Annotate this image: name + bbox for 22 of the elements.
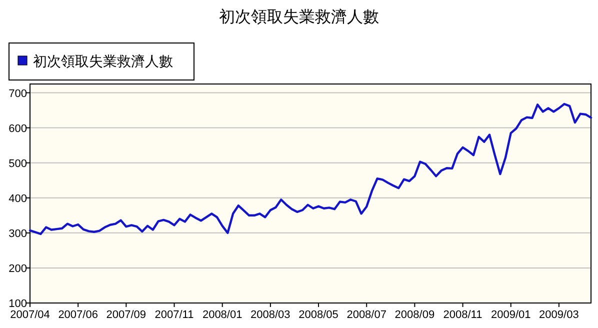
x-tick-label: 2008/01 xyxy=(202,309,242,321)
x-tick-label: 2008/03 xyxy=(250,309,290,321)
x-tick-label: 2007/11 xyxy=(154,309,194,321)
x-tick-label: 2008/11 xyxy=(443,309,482,321)
line-series xyxy=(28,102,592,236)
x-tick-label: 2008/07 xyxy=(346,309,386,321)
y-tick-label: 600 xyxy=(8,122,27,135)
y-tick-label: 100 xyxy=(8,298,27,310)
y-tick-label: 500 xyxy=(8,158,27,170)
y-tick-label: 200 xyxy=(8,262,27,275)
x-tick-label: 2009/03 xyxy=(539,309,579,321)
y-tick-label: 700 xyxy=(8,88,27,100)
legend-label: 初次領取失業救濟人數 xyxy=(33,53,173,69)
y-tick-label: 400 xyxy=(8,192,27,205)
chart-title: 初次領取失業救濟人數 xyxy=(219,7,379,26)
x-tick-label: 2008/05 xyxy=(298,309,338,321)
y-tick-label: 300 xyxy=(8,228,27,240)
x-tick-label: 2007/04 xyxy=(10,309,50,321)
x-tick-label: 2007/09 xyxy=(106,309,146,321)
x-tick-label: 2009/01 xyxy=(490,309,531,321)
x-tick-label: 2008/09 xyxy=(394,309,435,321)
x-tick-label: 2007/06 xyxy=(58,309,98,321)
